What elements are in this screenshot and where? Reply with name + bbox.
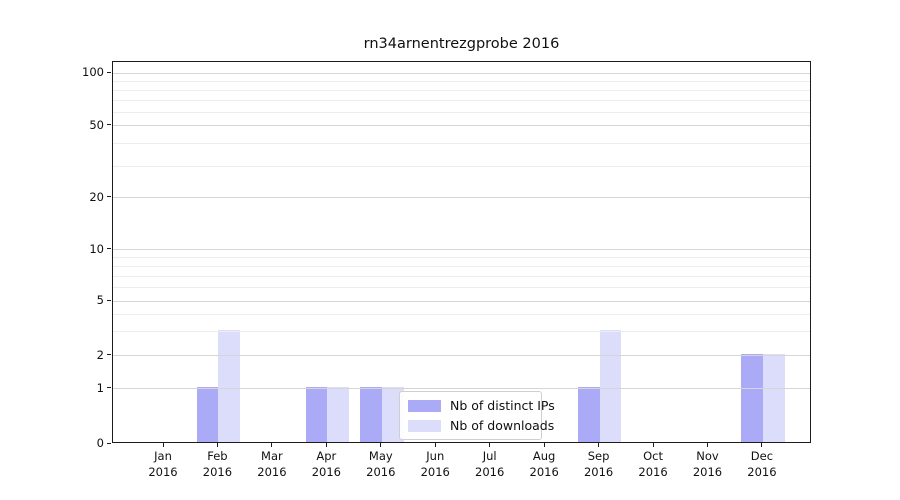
bar xyxy=(762,354,785,442)
x-tick-mark xyxy=(380,443,382,447)
y-tick-label: 2 xyxy=(96,347,104,362)
x-tick-label: Apr 2016 xyxy=(311,449,341,479)
gridline-minor xyxy=(113,275,810,277)
gridline-minor xyxy=(113,99,810,101)
chart-title: rn34arnentrezgprobe 2016 xyxy=(363,36,560,52)
gridline-major xyxy=(113,249,810,251)
legend-label: Nb of distinct IPs xyxy=(450,398,555,413)
gridline-major xyxy=(113,355,810,357)
gridline-major xyxy=(113,125,810,127)
bar xyxy=(599,329,622,442)
x-tick-label: Mar 2016 xyxy=(257,449,287,479)
bar xyxy=(218,329,241,442)
y-tick-mark xyxy=(107,124,111,126)
x-tick-label: Jun 2016 xyxy=(420,449,450,479)
gridline-major xyxy=(113,388,810,390)
y-tick-mark xyxy=(107,71,111,73)
bar xyxy=(381,387,404,442)
x-tick-mark xyxy=(271,443,273,447)
gridline-minor xyxy=(113,331,810,333)
x-tick-label: Jan 2016 xyxy=(148,449,178,479)
gridline-minor xyxy=(113,287,810,289)
bar xyxy=(577,387,600,442)
x-tick-label: Jul 2016 xyxy=(475,449,505,479)
legend-label: Nb of downloads xyxy=(450,418,555,433)
bar xyxy=(305,387,328,442)
gridline-minor xyxy=(113,165,810,167)
bar xyxy=(360,387,382,442)
x-tick-label: Feb 2016 xyxy=(202,449,233,479)
legend-entry: Nb of downloads xyxy=(408,418,554,433)
gridline-minor xyxy=(113,265,810,267)
bar xyxy=(741,354,763,442)
x-tick-mark xyxy=(707,443,708,447)
x-tick-label: Nov 2016 xyxy=(692,449,723,479)
y-tick-mark xyxy=(107,196,111,198)
gridline-major xyxy=(113,300,810,302)
y-tick-label: 0 xyxy=(96,436,104,450)
y-tick-label: 5 xyxy=(96,293,104,308)
y-tick-label: 50 xyxy=(89,117,104,132)
plot-area xyxy=(112,61,811,443)
gridline-minor xyxy=(113,313,810,315)
bar xyxy=(327,387,350,442)
x-tick-mark xyxy=(652,443,654,447)
y-tick-label: 100 xyxy=(82,65,104,79)
legend-swatch xyxy=(408,399,441,412)
gridline-major xyxy=(113,197,810,199)
gridline-major xyxy=(113,72,810,74)
x-tick-label: Dec 2016 xyxy=(747,449,777,479)
legend-entry: Nb of distinct IPs xyxy=(408,398,555,413)
x-tick-mark xyxy=(543,443,545,447)
gridline-minor xyxy=(113,111,810,113)
y-tick-mark xyxy=(107,387,111,389)
y-tick-label: 10 xyxy=(89,241,104,256)
x-tick-label: Sep 2016 xyxy=(583,449,614,479)
legend-swatch xyxy=(408,419,441,432)
y-tick-mark xyxy=(107,354,111,356)
x-tick-label: Aug 2016 xyxy=(529,449,559,479)
bar xyxy=(196,387,219,442)
x-tick-mark xyxy=(162,443,164,447)
gridline-minor xyxy=(113,257,810,259)
x-tick-label: May 2016 xyxy=(366,449,396,479)
x-tick-mark xyxy=(598,443,600,447)
y-tick-mark xyxy=(107,442,111,444)
x-tick-mark xyxy=(489,443,491,447)
x-tick-mark xyxy=(325,443,327,447)
legend: Nb of distinct IPs Nb of downloads xyxy=(399,391,555,440)
x-tick-mark xyxy=(761,443,763,447)
y-tick-mark xyxy=(107,299,111,301)
x-tick-mark xyxy=(434,443,436,447)
y-tick-mark xyxy=(107,248,111,250)
x-tick-label: Oct 2016 xyxy=(638,449,668,479)
y-tick-label: 1 xyxy=(96,380,104,395)
y-tick-label: 20 xyxy=(89,189,104,204)
gridline-minor xyxy=(113,89,810,91)
gridline-minor xyxy=(113,80,810,82)
x-tick-mark xyxy=(216,443,218,447)
gridline-minor xyxy=(113,143,810,145)
